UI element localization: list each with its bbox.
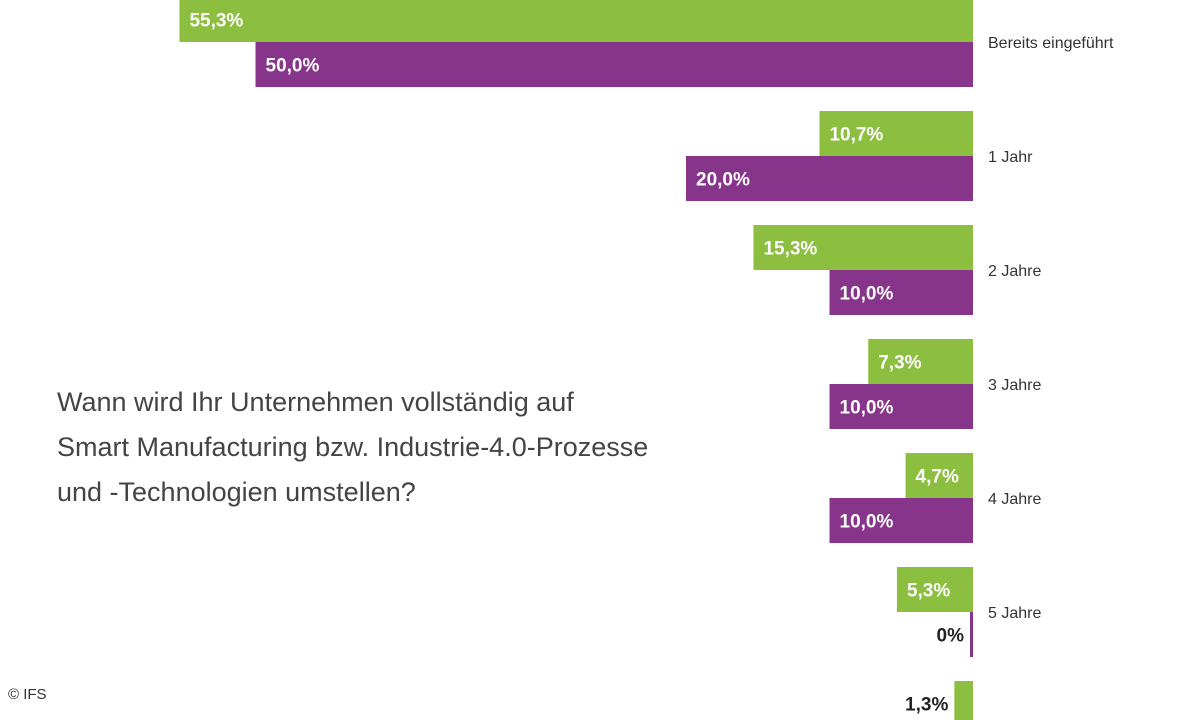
data-label-green-3: 7,3%	[878, 353, 921, 374]
data-label-purple-2: 10,0%	[840, 284, 894, 305]
bar-purple-1	[686, 156, 973, 201]
category-label-4: 4 Jahre	[988, 491, 1041, 508]
bar-green-0	[179, 0, 973, 42]
data-label-green-6: 1,3%	[905, 695, 948, 716]
data-label-green-5: 5,3%	[907, 581, 950, 602]
bar-green-6	[954, 681, 973, 720]
question-line-3: und -Technologien umstellen?	[57, 477, 416, 507]
bar-purple-5	[970, 612, 973, 657]
bar-purple-4	[829, 498, 973, 543]
data-label-green-2: 15,3%	[763, 239, 817, 260]
data-label-purple-1: 20,0%	[696, 170, 750, 191]
data-label-green-4: 4,7%	[916, 467, 959, 488]
data-label-purple-3: 10,0%	[840, 398, 894, 419]
bar-green-5	[896, 567, 973, 612]
bar-green-1	[819, 111, 973, 156]
category-label-1: 1 Jahr	[988, 149, 1033, 166]
question-line-2: Smart Manufacturing bzw. Industrie-4.0-P…	[57, 432, 649, 462]
bar-purple-2	[829, 270, 973, 315]
survey-question: Wann wird Ihr Unternehmen vollständig au…	[57, 380, 837, 515]
bar-green-4	[905, 453, 973, 498]
category-label-2: 2 Jahre	[988, 263, 1041, 280]
bar-green-2	[753, 225, 973, 270]
bar-purple-3	[829, 384, 973, 429]
data-label-purple-4: 10,0%	[840, 512, 894, 533]
question-line-1: Wann wird Ihr Unternehmen vollständig au…	[57, 387, 574, 417]
category-label-3: 3 Jahre	[988, 377, 1041, 394]
category-label-0: Bereits eingeführt	[988, 35, 1114, 52]
data-label-green-1: 10,7%	[829, 125, 883, 146]
bar-purple-0	[255, 42, 973, 87]
data-label-purple-5: 0%	[937, 626, 965, 647]
image-credit: © IFS	[8, 686, 47, 703]
data-label-green-0: 55,3%	[189, 11, 243, 32]
data-label-purple-0: 50,0%	[266, 56, 320, 77]
bar-green-3	[868, 339, 973, 384]
category-label-5: 5 Jahre	[988, 605, 1041, 622]
